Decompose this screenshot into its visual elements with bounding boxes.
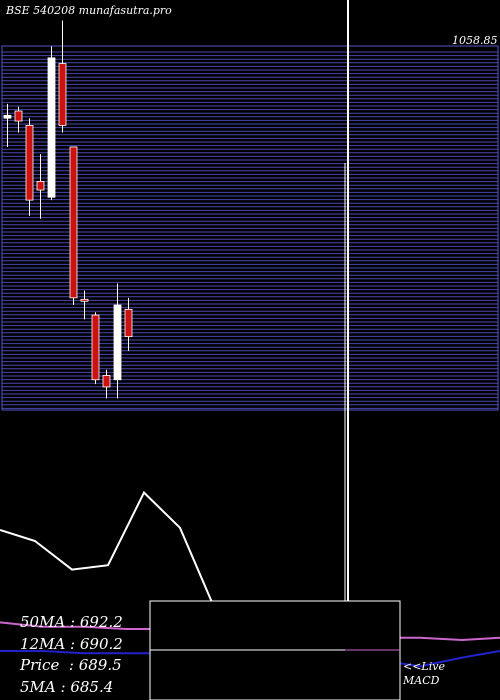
candlestick-series bbox=[3, 20, 133, 399]
moving-average-panel: 50MA : 692.2 12MA : 690.2 Price : 689.5 … bbox=[20, 612, 123, 698]
overlay-markers bbox=[149, 0, 401, 700]
axis-top-label: 1058.85 bbox=[452, 34, 498, 47]
bear-candle bbox=[69, 146, 78, 299]
bear-candle bbox=[102, 375, 111, 388]
price-axis-labels: 1058.85 bbox=[452, 34, 498, 47]
ma-12-row: 12MA : 690.2 bbox=[20, 634, 123, 653]
price-row: Price : 689.5 bbox=[20, 656, 122, 674]
ma-5-row: 5MA : 685.4 bbox=[20, 677, 114, 696]
bear-candle bbox=[91, 314, 100, 381]
bull-candle bbox=[113, 304, 122, 381]
macd-label[interactable]: MACD bbox=[403, 674, 440, 687]
bull-candle bbox=[3, 114, 12, 119]
chart-title: BSE 540208 munafasutra.pro bbox=[6, 4, 172, 17]
live-label[interactable]: <<Live bbox=[403, 660, 445, 673]
live-macd-link[interactable]: <<Live MACD bbox=[403, 660, 445, 688]
bear-candle bbox=[80, 298, 89, 302]
bear-candle bbox=[25, 124, 34, 201]
bear-candle bbox=[124, 308, 133, 338]
bear-candle bbox=[36, 181, 45, 191]
bear-candle bbox=[14, 110, 23, 122]
bull-candle bbox=[47, 57, 56, 198]
ma-50-row: 50MA : 692.2 bbox=[20, 613, 123, 631]
bear-candle bbox=[58, 63, 67, 126]
